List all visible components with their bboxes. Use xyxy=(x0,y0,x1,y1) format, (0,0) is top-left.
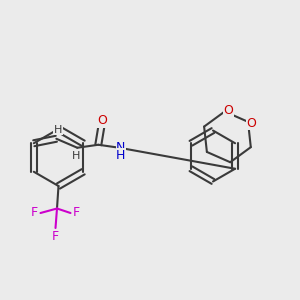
Text: H: H xyxy=(116,149,125,162)
Text: O: O xyxy=(224,103,233,116)
Text: N: N xyxy=(116,141,125,154)
Text: O: O xyxy=(97,114,107,127)
Text: H: H xyxy=(72,151,80,161)
Text: F: F xyxy=(73,206,80,220)
Text: F: F xyxy=(52,230,59,243)
Text: O: O xyxy=(247,117,256,130)
Text: F: F xyxy=(31,206,38,220)
Text: H: H xyxy=(54,125,62,135)
